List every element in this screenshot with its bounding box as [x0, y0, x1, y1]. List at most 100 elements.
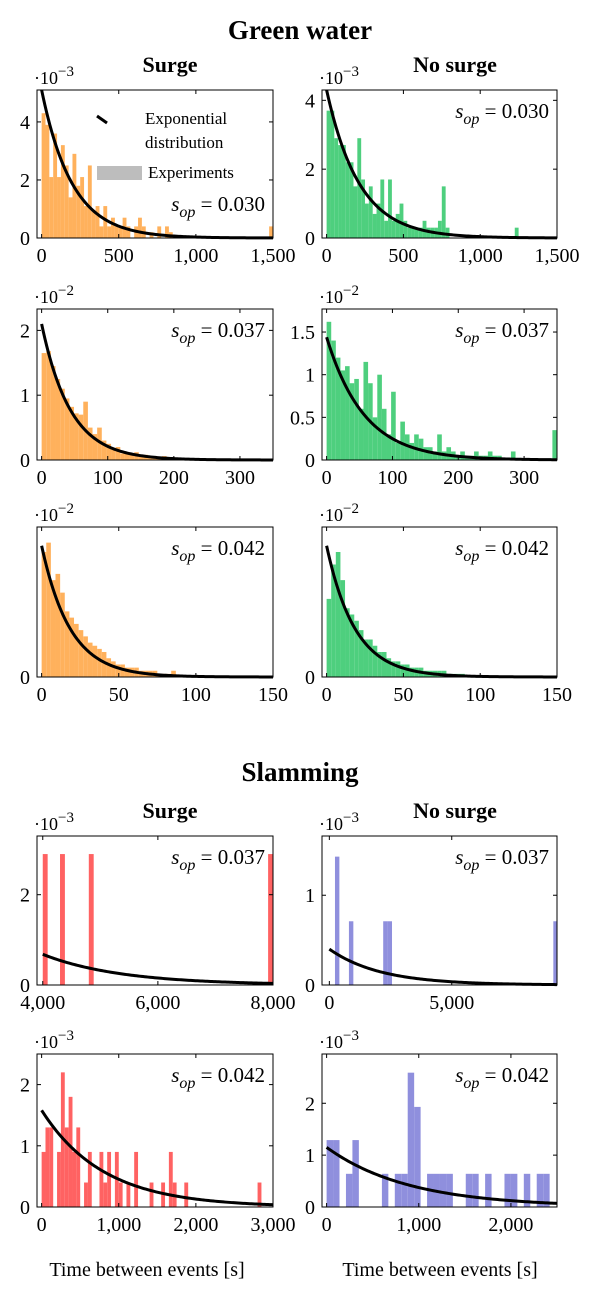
axis-multiplier-label: ·10−2: [319, 501, 359, 525]
histogram-bar: [384, 220, 389, 238]
histogram-bar: [107, 1151, 112, 1207]
histogram-bar: [357, 138, 362, 238]
histogram-bar: [376, 203, 381, 238]
histogram-bar: [400, 421, 405, 460]
histogram-bar: [349, 614, 355, 677]
histogram-bar: [543, 1173, 550, 1207]
x-tick-label: 50: [393, 684, 413, 706]
panel-gw-surge-0042: 0 50 100 150 0 ·10−2 sop = 0.042: [20, 501, 288, 706]
sop-annotation: sop = 0.037: [455, 318, 549, 347]
plot-frame: [321, 89, 558, 239]
histogram-bar: [377, 652, 382, 677]
histogram-bar: [404, 434, 410, 460]
x-tick-label: 0: [322, 245, 332, 267]
x-tick-label: 500: [388, 245, 418, 267]
x-tick-label: 1,000: [173, 245, 218, 267]
histogram-bar: [331, 340, 336, 460]
y-tick-label: 1: [20, 1136, 30, 1158]
histogram-bar: [335, 357, 341, 460]
axis-multiplier-label: ·10−3: [34, 810, 74, 834]
histogram-bars: [326, 321, 557, 460]
histogram-bars: [42, 854, 273, 985]
axis-multiplier-exponent: −2: [58, 283, 74, 299]
histogram-bar: [523, 1173, 531, 1207]
axis-multiplier-label: ·10−2: [34, 501, 74, 525]
histogram-bar: [338, 145, 342, 238]
histogram-bar: [326, 321, 332, 460]
histogram-bar: [126, 226, 131, 238]
sop-symbol: s: [171, 192, 179, 216]
histogram-bar: [330, 110, 335, 238]
y-tick-label: 1: [305, 885, 315, 907]
x-tick-label: 200: [443, 467, 473, 489]
axis-multiplier-exponent: −3: [343, 64, 359, 80]
histogram-bar: [41, 113, 46, 238]
histogram-bar: [403, 220, 408, 238]
histogram-bars: [41, 1072, 262, 1207]
axis-multiplier-exponent: −2: [343, 283, 359, 299]
y-tick-label: 2: [305, 1093, 315, 1115]
y-tick-label: 0: [20, 667, 30, 689]
histogram-bar: [97, 427, 102, 460]
histogram-bar: [88, 854, 94, 985]
sop-annotation: sop = 0.042: [171, 536, 265, 565]
histogram-bar: [391, 661, 396, 678]
panel-gw-surge-0037: 0 100 200 300 0 1 2·10−2 sop = 0.037: [20, 283, 274, 489]
x-tick-label: 0: [37, 684, 47, 706]
histogram-bar: [72, 1151, 77, 1207]
histogram-bar: [418, 227, 423, 238]
histogram-bar: [138, 456, 144, 460]
histogram-bar: [553, 921, 557, 985]
y-tick-label: 0: [20, 228, 30, 250]
histogram-bar: [334, 856, 340, 985]
histogram-bar: [46, 542, 51, 678]
histogram-bar: [84, 1182, 88, 1207]
histogram-bar: [165, 226, 169, 238]
histogram-bar: [381, 652, 387, 677]
histogram-bar: [414, 1106, 421, 1207]
sop-subscript: op: [179, 857, 195, 874]
sop-annotation: sop = 0.030: [455, 99, 549, 128]
histogram-bar: [510, 1173, 518, 1207]
legend-bar-label: Experiments: [148, 163, 234, 182]
histogram-bar: [391, 220, 396, 238]
histogram-bar: [331, 564, 336, 677]
histogram-bar: [326, 598, 332, 678]
sop-symbol: s: [455, 318, 463, 342]
histogram-bar: [377, 374, 382, 460]
x-tick-label: 300: [509, 467, 539, 489]
sop-symbol: s: [455, 1063, 463, 1087]
y-tick-label: 2: [20, 885, 30, 907]
histogram-bar: [115, 664, 121, 677]
histogram-bar: [439, 1173, 447, 1207]
histogram-bar: [269, 226, 273, 238]
axis-multiplier-exponent: −3: [58, 810, 74, 826]
histogram-bar: [41, 1151, 46, 1207]
histogram-bar: [334, 138, 339, 238]
sop-value: = 0.042: [195, 536, 265, 560]
histogram-bar: [354, 620, 359, 677]
histogram-bar: [76, 1127, 81, 1207]
histogram-bar: [340, 370, 346, 460]
x-tick-label: 4,000: [20, 992, 65, 1014]
y-tick-label: 0: [305, 228, 315, 250]
histogram-bar: [53, 133, 58, 238]
histogram-bar: [380, 179, 385, 238]
histogram-bar: [50, 580, 56, 678]
histogram-bar: [386, 658, 392, 677]
histogram-bar: [363, 639, 369, 677]
histogram-bar: [345, 366, 350, 460]
sop-symbol: s: [455, 536, 463, 560]
sop-annotation: sop = 0.037: [455, 845, 549, 874]
x-tick-label: 0: [37, 467, 47, 489]
histogram-bar: [99, 226, 104, 238]
histogram-bar: [335, 552, 341, 677]
histogram-bar: [106, 443, 112, 460]
histogram-bar: [103, 206, 108, 238]
histogram-bar: [87, 1151, 92, 1207]
plot-frame: [321, 835, 558, 986]
x-tick-label: 5,000: [429, 992, 474, 1014]
histogram-bar: [381, 1173, 389, 1207]
x-tick-label: 8,000: [251, 992, 296, 1014]
